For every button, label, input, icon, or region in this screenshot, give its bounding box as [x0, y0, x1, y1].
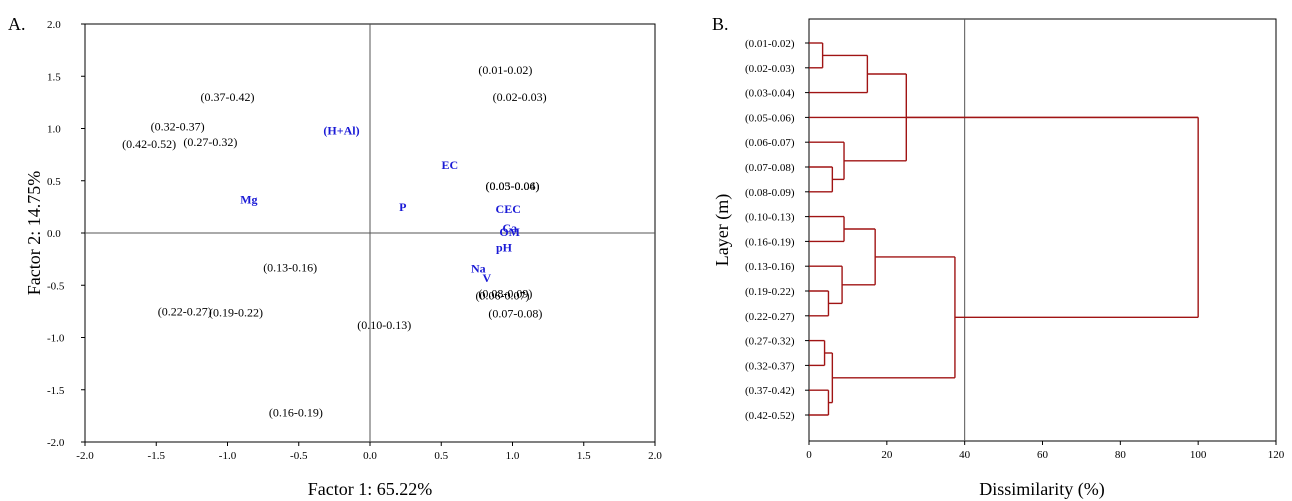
dendrogram-leaf-label: (0.16-0.19) — [745, 236, 795, 248]
biplot-y-tick-label: 2.0 — [47, 19, 61, 31]
biplot-y-axis-title: Factor 2: 14.75% — [24, 171, 44, 295]
biplot-x-tick-label: 2.0 — [648, 450, 662, 462]
biplot-variable-label: OM — [499, 225, 520, 239]
dendrogram-leaf-label: (0.27-0.32) — [745, 336, 795, 348]
biplot-variable-label: CEC — [496, 202, 521, 216]
biplot-variable-label: P — [399, 200, 406, 214]
biplot-y-tick-label: 1.5 — [47, 71, 61, 83]
dendrogram-leaf-label: (0.13-0.16) — [745, 261, 795, 273]
biplot-y-tick-label: 1.0 — [47, 124, 61, 136]
dendrogram-leaf-label: (0.19-0.22) — [745, 286, 795, 298]
dendrogram-leaf-label: (0.42-0.52) — [745, 410, 795, 422]
dendrogram-x-tick-label: 20 — [881, 449, 893, 461]
dendrogram-leaf-label: (0.37-0.42) — [745, 385, 795, 397]
dendrogram-leaf-label: (0.03-0.04) — [745, 88, 795, 100]
biplot-case-label: (0.27-0.32) — [183, 135, 237, 149]
dendrogram-x-tick-label: 80 — [1115, 449, 1127, 461]
biplot-case-label: (0.13-0.16) — [263, 260, 317, 274]
dendrogram-panel: B. 0 20 40 60 80 100 120 (0.01-0.02) (0.02-0.03)… — [712, 14, 1285, 500]
dendrogram-tree — [809, 43, 1198, 415]
biplot-case-label: (0.10-0.13) — [357, 318, 411, 332]
biplot-case-label: (0.06-0.07) — [476, 289, 530, 303]
panel-a-tag: A. — [8, 14, 26, 34]
biplot-case-label: (0.37-0.42) — [201, 90, 255, 104]
biplot-x-tick-label: 1.5 — [577, 450, 591, 462]
biplot-x-tick-label: -1.5 — [148, 450, 166, 462]
dendrogram-leaf-label: (0.02-0.03) — [745, 63, 795, 75]
dendrogram-axes: 0 20 40 60 80 100 120 (0.01-0.02) (0.02-0.03) (0.… — [745, 19, 1285, 461]
biplot-y-tick-label: -0.5 — [47, 280, 65, 292]
biplot-x-tick-label: -0.5 — [290, 450, 308, 462]
dendrogram-leaf-label: (0.08-0.09) — [745, 187, 795, 199]
biplot-case-label: (0.22-0.27) — [158, 304, 212, 318]
biplot-case-label: (0.32-0.37) — [151, 119, 205, 133]
biplot-case-label: (0.19-0.22) — [209, 305, 263, 319]
biplot-x-tick-label: 0.5 — [434, 450, 448, 462]
biplot-x-tick-label: -2.0 — [76, 450, 94, 462]
biplot-y-tick-label: -1.0 — [47, 333, 65, 345]
dendrogram-leaf-label: (0.01-0.02) — [745, 38, 795, 50]
dendrogram-leaf-label: (0.10-0.13) — [745, 212, 795, 224]
dendrogram-leaf-label: (0.06-0.07) — [745, 137, 795, 149]
dendrogram-x-axis-title: Dissimilarity (%) — [979, 479, 1104, 500]
dendrogram-leaf-label: (0.05-0.06) — [745, 112, 795, 124]
dendrogram-leaf-label: (0.32-0.37) — [745, 360, 795, 372]
biplot-y-tick-label: -1.5 — [47, 385, 65, 397]
dendrogram-x-tick-label: 60 — [1037, 449, 1049, 461]
biplot-case-label: (0.03-0.04) — [486, 179, 540, 193]
biplot-variable-label: Mg — [240, 193, 257, 207]
dendrogram-leaf-label: (0.07-0.08) — [745, 162, 795, 174]
biplot-y-tick-label: 0.0 — [47, 228, 61, 240]
biplot-axes: -2.0 -1.5 -1.0 -0.5 0.0 0.5 1.0 1.5 2.0 2.0 1.5 1.0… — [47, 19, 662, 462]
biplot-case-label: (0.02-0.03) — [493, 90, 547, 104]
pca-biplot-panel: A. -2.0 -1.5 -1.0 -0.5 0.0 0.5 1.0 1.5 2.0 2.0 1.5… — [8, 14, 662, 499]
biplot-case-labels: (0.01-0.02) (0.02-0.03) (0.37-0.42) (0.32-0… — [122, 63, 547, 420]
biplot-variable-label: EC — [441, 158, 458, 172]
biplot-y-tick-label: 0.5 — [47, 176, 61, 188]
dendrogram-leaf-label: (0.22-0.27) — [745, 311, 795, 323]
dendrogram-x-tick-label: 100 — [1190, 449, 1207, 461]
biplot-x-tick-label: 0.0 — [363, 450, 377, 462]
biplot-case-label: (0.42-0.52) — [122, 137, 176, 151]
panel-b-tag: B. — [712, 14, 729, 34]
dendrogram-x-tick-label: 120 — [1268, 449, 1285, 461]
dendrogram-x-tick-label: 0 — [806, 449, 812, 461]
biplot-case-label: (0.16-0.19) — [269, 406, 323, 420]
dendrogram-y-axis-title: Layer (m) — [712, 194, 733, 266]
biplot-x-axis-title: Factor 1: 65.22% — [308, 479, 432, 499]
biplot-variable-label: (H+Al) — [323, 124, 359, 138]
biplot-variable-label: V — [483, 271, 492, 285]
biplot-x-tick-label: -1.0 — [219, 450, 237, 462]
biplot-y-tick-label: -2.0 — [47, 437, 65, 449]
biplot-case-label: (0.07-0.08) — [488, 306, 542, 320]
biplot-x-tick-label: 1.0 — [506, 450, 520, 462]
biplot-case-label: (0.01-0.02) — [478, 63, 532, 77]
dendrogram-x-tick-label: 40 — [959, 449, 971, 461]
biplot-variable-label: pH — [496, 241, 513, 255]
